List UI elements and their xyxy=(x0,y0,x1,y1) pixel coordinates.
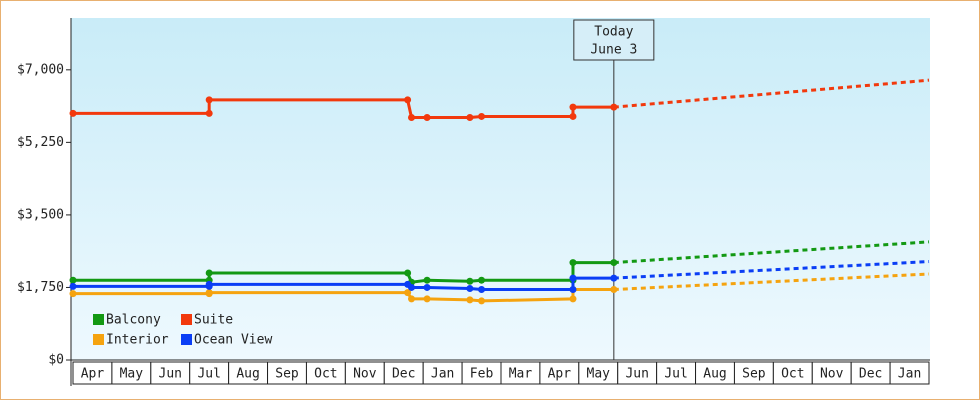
point xyxy=(610,103,618,111)
point xyxy=(205,96,213,104)
point xyxy=(423,113,431,121)
forecast-line xyxy=(613,78,930,109)
legend-swatch xyxy=(93,334,104,345)
x-tick-label: Sep xyxy=(275,367,299,382)
point xyxy=(610,286,618,294)
x-tick-label: Aug xyxy=(236,367,259,382)
x-tick-label: Nov xyxy=(820,367,844,382)
today-label: Today xyxy=(594,25,633,40)
x-tick-label: Jan xyxy=(431,367,454,382)
y-tick-label: $5,250 xyxy=(17,135,64,150)
point xyxy=(408,283,416,291)
x-tick-label: Jun xyxy=(625,367,648,382)
point xyxy=(205,289,213,297)
point xyxy=(69,109,77,117)
point xyxy=(569,286,577,294)
point xyxy=(423,276,431,284)
point xyxy=(205,280,213,288)
y-tick-label: $7,000 xyxy=(17,62,64,77)
point xyxy=(610,259,618,267)
point xyxy=(404,289,412,297)
point xyxy=(569,274,577,282)
point xyxy=(569,112,577,120)
x-tick-label: Dec xyxy=(392,367,415,382)
point xyxy=(408,113,416,121)
point xyxy=(423,283,431,291)
today-box xyxy=(573,19,655,61)
point xyxy=(569,259,577,267)
forecast-line xyxy=(613,260,930,280)
legend-label: Balcony xyxy=(106,313,161,328)
y-tick-label: $1,750 xyxy=(17,280,64,295)
point xyxy=(69,276,77,284)
legend-label: Ocean View xyxy=(194,333,272,348)
point xyxy=(466,284,474,292)
point xyxy=(478,297,486,305)
x-tick-label: Oct xyxy=(314,367,337,382)
x-tick-label: Oct xyxy=(781,367,804,382)
y-tick-label: $3,500 xyxy=(17,207,64,222)
point xyxy=(69,290,77,298)
point xyxy=(69,282,77,290)
point xyxy=(466,113,474,121)
legend-label: Interior xyxy=(106,333,169,348)
x-tick-label: Nov xyxy=(353,367,377,382)
x-tick-label: Sep xyxy=(742,367,766,382)
x-tick-label: Jul xyxy=(197,367,220,382)
point xyxy=(478,112,486,120)
legend-swatch xyxy=(181,314,192,325)
x-tick-label: Feb xyxy=(470,367,494,382)
x-tick-label: Aug xyxy=(703,367,726,382)
legend-swatch xyxy=(93,314,104,325)
point xyxy=(404,96,412,104)
point xyxy=(205,109,213,117)
y-tick-label: $0 xyxy=(48,353,64,368)
x-tick-label: May xyxy=(120,367,144,382)
today-label: June 3 xyxy=(590,43,637,58)
x-tick-label: Jun xyxy=(159,367,182,382)
point xyxy=(404,269,412,277)
point xyxy=(205,269,213,277)
legend-swatch xyxy=(181,334,192,345)
x-tick-label: Dec xyxy=(859,367,882,382)
point xyxy=(569,103,577,111)
x-tick-label: Apr xyxy=(548,367,572,382)
forecast-line xyxy=(613,240,930,265)
point xyxy=(478,276,486,284)
x-tick-label: Jul xyxy=(664,367,687,382)
point xyxy=(569,295,577,303)
x-tick-label: Jan xyxy=(898,367,921,382)
plot-area xyxy=(71,18,930,360)
forecast-line xyxy=(613,272,930,292)
legend-label: Suite xyxy=(194,313,233,328)
x-tick-label: Apr xyxy=(81,367,105,382)
point xyxy=(466,296,474,304)
point xyxy=(610,274,618,282)
x-cell xyxy=(889,361,930,385)
x-tick-label: May xyxy=(587,367,611,382)
point xyxy=(478,286,486,294)
point xyxy=(466,277,474,285)
x-tick-label: Mar xyxy=(509,367,533,382)
point xyxy=(423,295,431,303)
point xyxy=(408,295,416,303)
